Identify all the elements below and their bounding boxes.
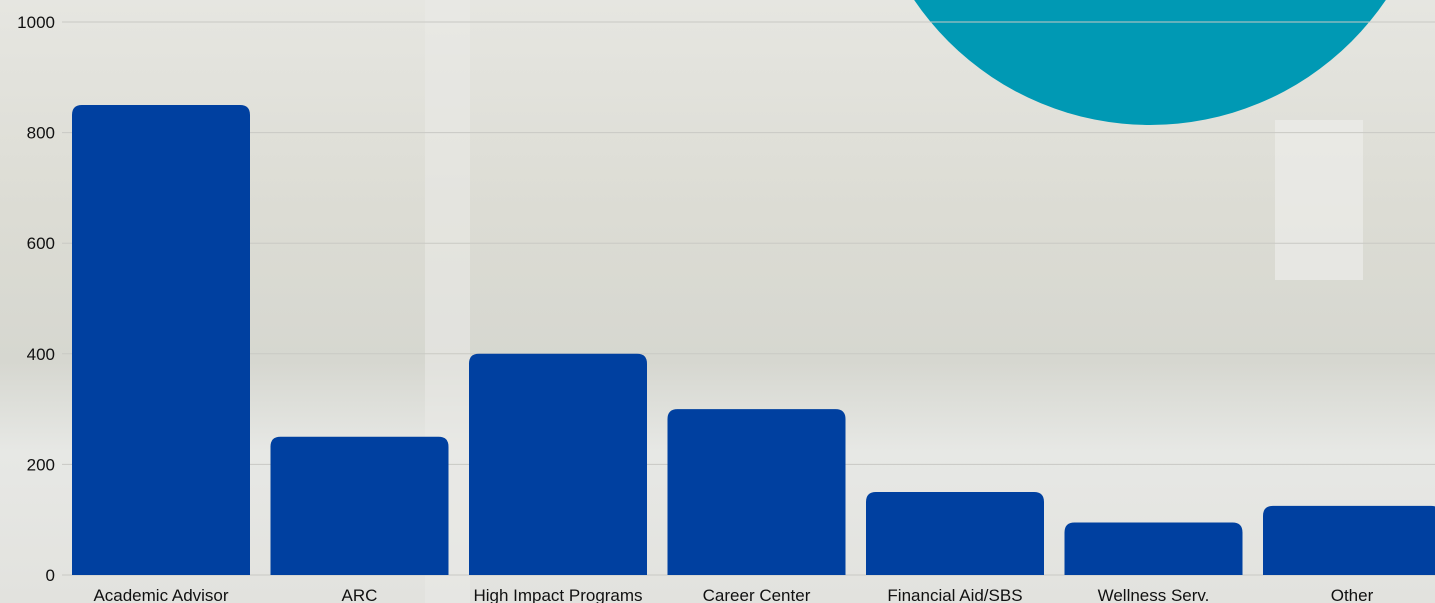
x-tick-label: Other — [1331, 586, 1374, 603]
bar — [866, 492, 1044, 575]
x-tick-label: ARC — [342, 586, 378, 603]
bar — [1065, 522, 1243, 575]
x-tick-label: Wellness Serv. — [1098, 586, 1210, 603]
page: 0 200 400 600 800 1000 Academic Advisor ARC High… — [0, 0, 1435, 603]
x-tick-label: Financial Aid/SBS — [887, 586, 1022, 603]
bar — [72, 105, 250, 575]
x-tick-label: High Impact Programs — [473, 586, 642, 603]
bar — [1263, 506, 1435, 575]
y-tick-label: 600 — [27, 234, 55, 253]
y-tick-label: 400 — [27, 345, 55, 364]
y-tick-label: 200 — [27, 455, 55, 474]
bar — [469, 354, 647, 575]
y-tick-label: 0 — [46, 566, 55, 585]
x-tick-label: Career Center — [703, 586, 811, 603]
x-tick-label: Academic Advisor — [93, 586, 228, 603]
bar — [668, 409, 846, 575]
background-sign — [1275, 120, 1363, 280]
y-tick-label: 800 — [27, 124, 55, 143]
chart: 0 200 400 600 800 1000 Academic Advisor ARC High… — [0, 0, 1435, 603]
y-tick-label: 1000 — [17, 13, 55, 32]
bar — [271, 437, 449, 575]
